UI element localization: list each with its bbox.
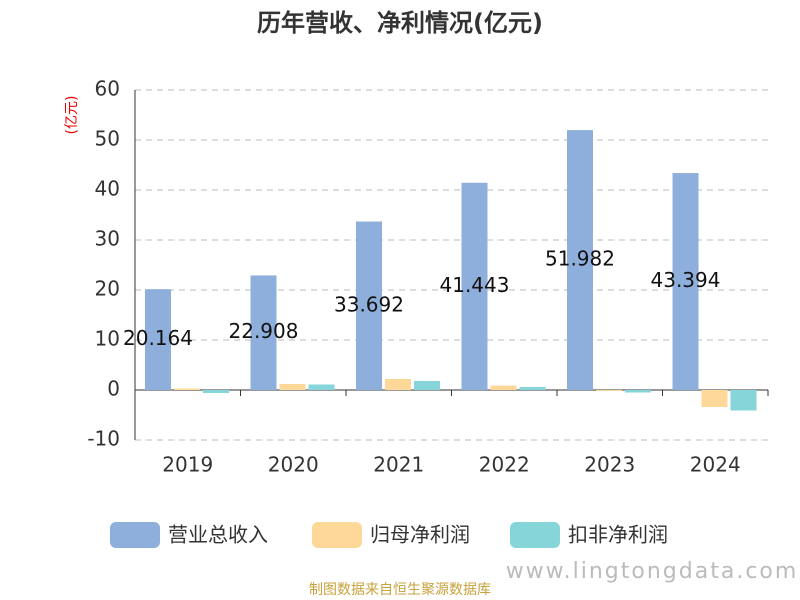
x-tick-label: 2024 bbox=[690, 453, 741, 477]
watermark: www.lingtongdata.com bbox=[506, 559, 799, 584]
value-label: 43.394 bbox=[651, 268, 721, 292]
bar bbox=[730, 390, 757, 411]
bar bbox=[596, 390, 622, 391]
legend-swatch bbox=[510, 522, 560, 548]
bar bbox=[672, 173, 699, 390]
source-note: 制图数据来自恒生聚源数据库 bbox=[309, 582, 491, 598]
y-tick-label: 0 bbox=[107, 377, 120, 401]
x-tick-label: 2023 bbox=[584, 453, 635, 477]
bar bbox=[461, 182, 488, 390]
bar bbox=[414, 381, 440, 390]
bar bbox=[145, 289, 171, 390]
y-tick-label: 50 bbox=[95, 127, 120, 151]
bar bbox=[203, 390, 229, 393]
value-label: 20.164 bbox=[123, 326, 193, 350]
legend-swatch bbox=[110, 522, 160, 548]
legend-label: 营业总收入 bbox=[168, 523, 268, 547]
bar bbox=[701, 390, 728, 407]
y-tick-label: 30 bbox=[95, 227, 120, 251]
bar bbox=[250, 275, 277, 390]
chart-title: 历年营收、净利情况(亿元) bbox=[257, 9, 543, 37]
y-tick-label: 60 bbox=[95, 77, 120, 101]
bar bbox=[625, 390, 651, 393]
bar bbox=[174, 388, 200, 390]
value-label: 51.982 bbox=[545, 247, 615, 271]
x-tick-label: 2022 bbox=[479, 453, 530, 477]
value-label: 33.692 bbox=[334, 292, 404, 316]
y-tick-label: 10 bbox=[95, 327, 120, 351]
x-tick-label: 2020 bbox=[268, 453, 319, 477]
bar bbox=[308, 384, 335, 390]
legend-swatch bbox=[312, 522, 362, 548]
bar bbox=[356, 221, 382, 390]
bar bbox=[279, 384, 306, 390]
x-tick-label: 2019 bbox=[162, 453, 213, 477]
y-axis-label: (亿元) bbox=[64, 96, 80, 135]
bar bbox=[490, 385, 517, 390]
legend-label: 归母净利润 bbox=[370, 523, 470, 547]
bar bbox=[567, 130, 593, 390]
y-tick-label: 20 bbox=[95, 277, 120, 301]
y-tick-label: -10 bbox=[87, 427, 120, 451]
x-tick-label: 2021 bbox=[373, 453, 424, 477]
bar bbox=[519, 387, 546, 390]
value-label: 41.443 bbox=[440, 273, 510, 297]
bar bbox=[385, 379, 411, 390]
y-tick-label: 40 bbox=[95, 177, 120, 201]
value-label: 22.908 bbox=[229, 319, 299, 343]
legend-label: 扣非净利润 bbox=[568, 523, 668, 547]
